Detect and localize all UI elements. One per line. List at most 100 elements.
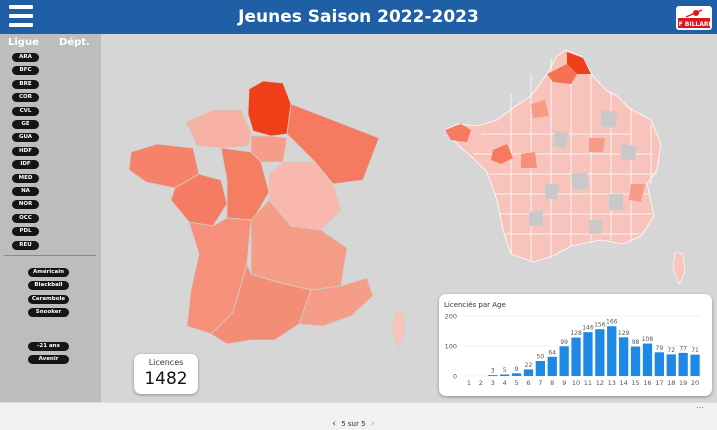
sidebar-divider [4, 255, 96, 256]
region-map [128, 80, 406, 350]
data-label-9: 128 [570, 330, 582, 337]
x-tick-label-16: 17 [655, 379, 663, 387]
x-tick-label-0: 1 [467, 379, 471, 387]
x-tick-label-10: 11 [584, 379, 592, 387]
x-tick-label-11: 12 [596, 379, 604, 387]
region-paca[interactable] [298, 277, 374, 327]
region-filter-button-1[interactable]: BFC [12, 66, 39, 76]
data-label-18: 77 [679, 345, 687, 352]
data-label-16: 79 [656, 345, 664, 352]
region-filter-button-12[interactable]: OCC [12, 213, 39, 223]
departments-base [444, 49, 662, 263]
region-filter-button-2[interactable]: BRE [12, 79, 39, 89]
data-label-5: 22 [525, 362, 533, 369]
bar-age-10[interactable] [571, 337, 581, 376]
data-label-13: 129 [618, 330, 630, 337]
bar-age-4[interactable] [500, 374, 510, 377]
bar-age-20[interactable] [690, 354, 700, 376]
y-tick-label-1: 100 [445, 343, 457, 351]
age-filter-button-0[interactable]: -21 ans [28, 342, 69, 351]
bar-age-16[interactable] [642, 343, 653, 376]
licences-card: Licences 1482 [134, 354, 198, 394]
licences-value: 1482 [144, 369, 188, 389]
dept-grey-6 [609, 194, 623, 210]
x-tick-label-5: 6 [526, 379, 530, 387]
region-filter-button-7[interactable]: HDF [12, 146, 39, 156]
data-label-15: 108 [642, 336, 654, 343]
bar-age-12[interactable] [595, 329, 605, 376]
region-filter-button-6[interactable]: GUA [12, 133, 39, 143]
bar-age-3[interactable] [488, 375, 498, 376]
bar-age-17[interactable] [654, 352, 664, 376]
data-label-19: 71 [691, 347, 699, 354]
age-filter-button-1[interactable]: Avenir [28, 355, 69, 365]
data-label-7: 64 [548, 349, 556, 356]
x-tick-label-19: 20 [691, 379, 699, 387]
mode-filter-button-3[interactable]: Snooker [28, 308, 69, 318]
bar-age-7[interactable] [535, 361, 545, 376]
report-canvas: Licences 1482 Licenciés par Age 0 100 200 1 2… [101, 34, 717, 402]
region-filter-button-14[interactable]: REU [12, 240, 39, 250]
page-title: Jeunes Saison 2022-2023 [238, 7, 479, 27]
bar-age-11[interactable] [583, 332, 593, 376]
tab-ligue[interactable]: Ligue [8, 37, 39, 48]
svg-text:FF BILLARD: FF BILLARD [676, 21, 712, 28]
x-tick-label-15: 16 [643, 379, 651, 387]
bar-age-14[interactable] [619, 337, 629, 376]
dept-corse [672, 251, 686, 285]
region-nor[interactable] [185, 109, 252, 149]
data-label-6: 50 [537, 354, 545, 361]
bar-age-15[interactable] [630, 346, 641, 376]
maps-area [128, 49, 686, 350]
bar-age-18[interactable] [666, 354, 676, 376]
data-label-10: 146 [582, 325, 594, 332]
region-filter-button-5[interactable]: GE [12, 120, 39, 129]
chart-title: Licenciés par Age [444, 301, 506, 309]
dept-finistere [445, 124, 471, 142]
region-hdf[interactable] [247, 80, 292, 137]
dept-mid-3 [521, 152, 537, 168]
bar-age-9[interactable] [559, 346, 569, 376]
region-pdl[interactable] [170, 173, 228, 227]
mode-filter-button-0[interactable]: Américain [28, 268, 69, 277]
bar-age-5[interactable] [511, 373, 522, 376]
mode-filter-button-2[interactable]: Carambole [28, 294, 69, 304]
next-page-icon[interactable]: › [370, 419, 375, 429]
menu-icon[interactable] [9, 5, 33, 27]
licences-label: Licences [148, 358, 184, 367]
region-filter-button-8[interactable]: IDF [12, 160, 39, 170]
mode-filter-button-1[interactable]: Blackball [28, 281, 69, 291]
region-filter-button-4[interactable]: CVL [12, 106, 39, 116]
dept-pas-de-calais [547, 64, 577, 84]
tab-dept[interactable]: Dépt. [59, 37, 90, 48]
x-tick-label-14: 15 [631, 379, 639, 387]
department-map[interactable] [444, 49, 686, 285]
filter-sidebar: Ligue Dépt. ARA BFC BRE COR CVL GE GUA HDF IDF ME… [0, 34, 101, 402]
region-cor[interactable] [391, 309, 406, 350]
bar-age-19[interactable] [678, 352, 688, 376]
dept-mid-1 [531, 100, 549, 118]
data-label-12: 166 [606, 319, 618, 326]
bar-age-8[interactable] [547, 356, 557, 376]
data-label-8: 99 [560, 339, 568, 346]
more-options-icon[interactable]: ... [696, 401, 704, 410]
dept-grey-4 [621, 144, 637, 160]
region-cvl[interactable] [220, 147, 270, 221]
region-filter-button-13[interactable]: PDL [12, 227, 39, 237]
x-tick-label-3: 4 [503, 379, 507, 387]
region-filter-button-10[interactable]: NA [12, 187, 39, 196]
x-tick-label-1: 2 [479, 379, 483, 387]
bar-age-6[interactable] [523, 369, 534, 376]
bar-age-13[interactable] [607, 326, 617, 376]
data-label-17: 72 [667, 347, 675, 354]
region-filter-button-11[interactable]: NOR [12, 200, 39, 210]
dept-mid-2 [589, 138, 605, 152]
page-footer: ... ‹ 5 sur 5 › [0, 401, 717, 430]
previous-page-icon[interactable]: ‹ [332, 419, 336, 429]
region-filter-button-3[interactable]: COR [12, 93, 39, 103]
data-label-2: 3 [491, 368, 495, 375]
region-filter-button-0[interactable]: ARA [12, 53, 39, 62]
age-chart-card: Licenciés par Age 0 100 200 1 2 3 3 5 4 9 5 22 6 50 7 64… [439, 294, 712, 396]
region-filter-button-9[interactable]: MED [12, 173, 39, 183]
